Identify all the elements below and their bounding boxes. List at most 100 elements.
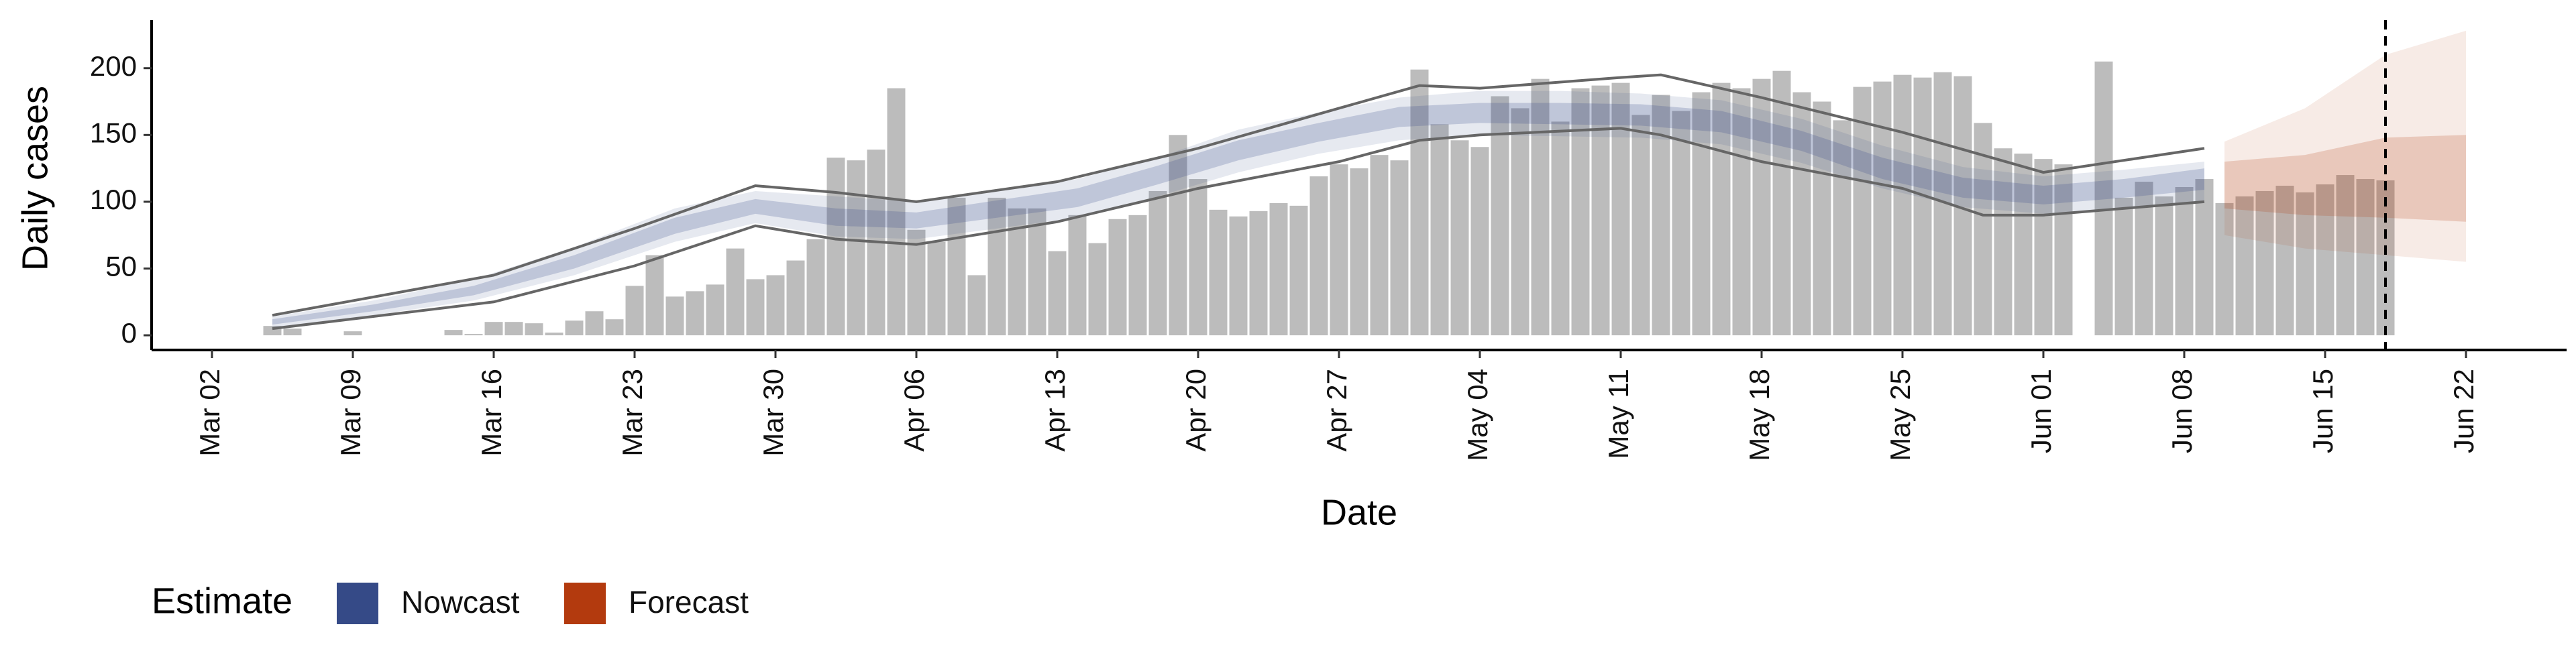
bar <box>1732 88 1751 336</box>
bar <box>706 284 724 336</box>
bar <box>1148 190 1167 336</box>
bar <box>2175 186 2194 336</box>
bar <box>1249 211 1268 336</box>
bar <box>967 275 986 336</box>
bar <box>1913 77 1932 336</box>
bar <box>1712 82 1731 336</box>
bar <box>947 197 966 336</box>
bar <box>1108 219 1127 336</box>
bar <box>2296 192 2314 336</box>
bar <box>1390 160 1409 336</box>
legend-label: Forecast <box>629 585 749 620</box>
y-tick-label: 100 <box>90 184 137 215</box>
y-tick-label: 200 <box>90 50 137 82</box>
bar <box>1531 78 1550 336</box>
x-tick-label: Mar 30 <box>757 369 789 457</box>
bar <box>2094 61 2113 336</box>
x-tick-label: Apr 27 <box>1321 369 1352 452</box>
bar <box>1511 108 1529 336</box>
bar <box>1048 251 1067 336</box>
x-tick-label: Apr 06 <box>898 369 930 452</box>
bar <box>1450 140 1469 336</box>
bar <box>766 275 785 336</box>
x-tick-label: Jun 15 <box>2307 369 2339 453</box>
x-tick-label: Mar 02 <box>194 369 225 457</box>
bar <box>1491 96 1509 336</box>
bar <box>625 286 644 336</box>
bar <box>504 322 523 336</box>
bar <box>1370 155 1389 336</box>
bar <box>525 323 543 336</box>
bar <box>1611 82 1630 336</box>
bar <box>605 319 624 336</box>
x-tick-label: May 11 <box>1603 369 1634 459</box>
bar <box>1309 176 1328 336</box>
x-axis-title: Date <box>1321 492 1397 532</box>
band <box>2224 135 2466 222</box>
bar <box>2235 196 2254 336</box>
x-tick-label: Mar 16 <box>476 369 507 457</box>
band <box>2224 30 2466 262</box>
bar <box>1692 92 1711 336</box>
bar <box>786 260 805 336</box>
bar <box>1893 74 1912 336</box>
bar <box>2034 159 2053 336</box>
bar <box>645 255 664 336</box>
bar <box>1792 92 1811 336</box>
bar <box>1068 215 1087 336</box>
bar <box>1088 243 1107 336</box>
bar <box>2195 179 2214 336</box>
x-tick-label: Apr 20 <box>1180 369 1212 452</box>
bar <box>746 279 765 336</box>
bar <box>2275 185 2294 336</box>
bar <box>1631 115 1650 336</box>
line <box>272 73 2205 317</box>
bar <box>343 331 362 336</box>
band <box>272 103 2204 325</box>
bar <box>847 160 865 336</box>
y-tick-label: 50 <box>105 251 137 282</box>
bar <box>1772 70 1791 336</box>
bar <box>826 158 845 336</box>
bar <box>1189 179 1208 336</box>
bar <box>444 330 463 336</box>
bar <box>2356 179 2375 336</box>
bar <box>2155 196 2174 336</box>
bar <box>283 329 302 336</box>
bar <box>927 241 946 336</box>
bar <box>1994 148 2012 336</box>
bar <box>1410 69 1429 336</box>
y-tick-label: 0 <box>121 317 137 349</box>
x-tick-label: May 25 <box>1884 369 1916 461</box>
bar <box>806 239 825 336</box>
bar <box>1470 147 1489 336</box>
bar <box>665 296 684 336</box>
bar <box>1551 121 1570 336</box>
bar <box>1269 202 1288 336</box>
legend-label: Nowcast <box>401 585 520 620</box>
bar <box>1591 85 1610 336</box>
bar <box>1350 168 1368 336</box>
x-tick-label: Apr 13 <box>1039 369 1071 452</box>
bar <box>2316 184 2334 336</box>
x-tick-label: Mar 23 <box>616 369 648 457</box>
y-axis-title: Daily cases <box>15 86 55 271</box>
bar <box>987 197 1006 336</box>
bar <box>464 334 483 336</box>
bar <box>1873 81 1892 336</box>
bar <box>2255 190 2274 336</box>
bar <box>585 311 604 336</box>
bar <box>1752 78 1771 336</box>
bar <box>1430 124 1449 336</box>
legend-swatch <box>337 583 378 624</box>
bar <box>726 248 745 336</box>
bar <box>2114 197 2133 336</box>
y-tick-label: 150 <box>90 117 137 148</box>
bar <box>1974 123 1992 336</box>
x-tick-label: Jun 08 <box>2166 369 2198 453</box>
bar <box>1289 205 1308 336</box>
bar <box>1229 216 1248 336</box>
bar <box>484 322 503 336</box>
bar <box>887 88 906 336</box>
